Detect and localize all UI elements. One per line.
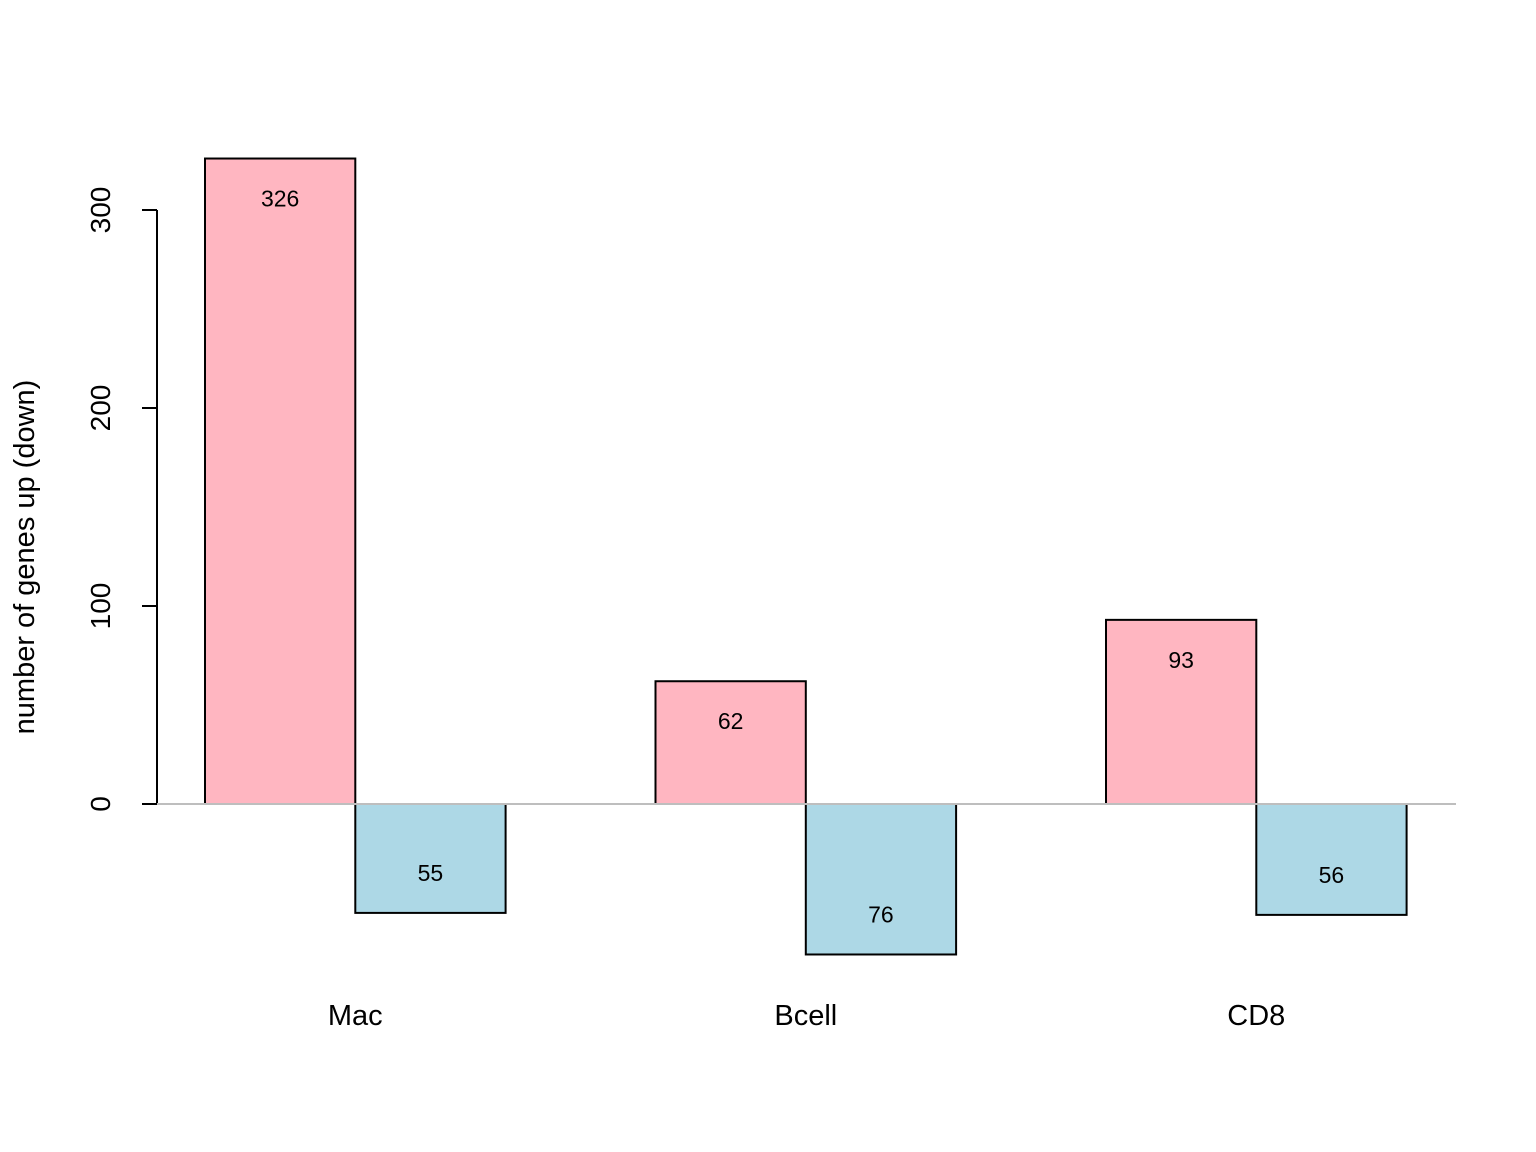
bar-up-cd8 bbox=[1105, 618, 1258, 805]
data-label: 56 bbox=[1319, 862, 1345, 888]
data-labels: 326 55 62 76 93 56 bbox=[261, 186, 1344, 928]
bar-down-bcell bbox=[804, 803, 958, 956]
bar-down-cd8 bbox=[1255, 803, 1408, 916]
data-label: 326 bbox=[261, 186, 299, 212]
category-label-cd8: CD8 bbox=[1227, 1000, 1285, 1032]
y-tick-label: 100 bbox=[85, 583, 116, 630]
y-tick-label: 200 bbox=[85, 385, 116, 432]
y-axis-title: number of genes up (down) bbox=[9, 380, 41, 735]
y-axis: 0 100 200 300 bbox=[85, 187, 158, 812]
data-label: 55 bbox=[418, 860, 444, 886]
bars bbox=[157, 157, 1456, 956]
y-tick-label: 0 bbox=[85, 796, 116, 812]
data-label: 76 bbox=[868, 901, 894, 927]
bar-down-mac bbox=[354, 803, 507, 914]
data-label: 62 bbox=[718, 708, 744, 734]
category-labels: Mac Bcell CD8 bbox=[328, 1000, 1285, 1032]
category-label-mac: Mac bbox=[328, 1000, 383, 1032]
category-label-bcell: Bcell bbox=[774, 1000, 837, 1032]
bar-up-mac bbox=[204, 157, 357, 805]
bar-up-bcell bbox=[654, 680, 807, 805]
y-tick-label: 300 bbox=[85, 187, 116, 234]
data-label: 93 bbox=[1168, 647, 1194, 673]
